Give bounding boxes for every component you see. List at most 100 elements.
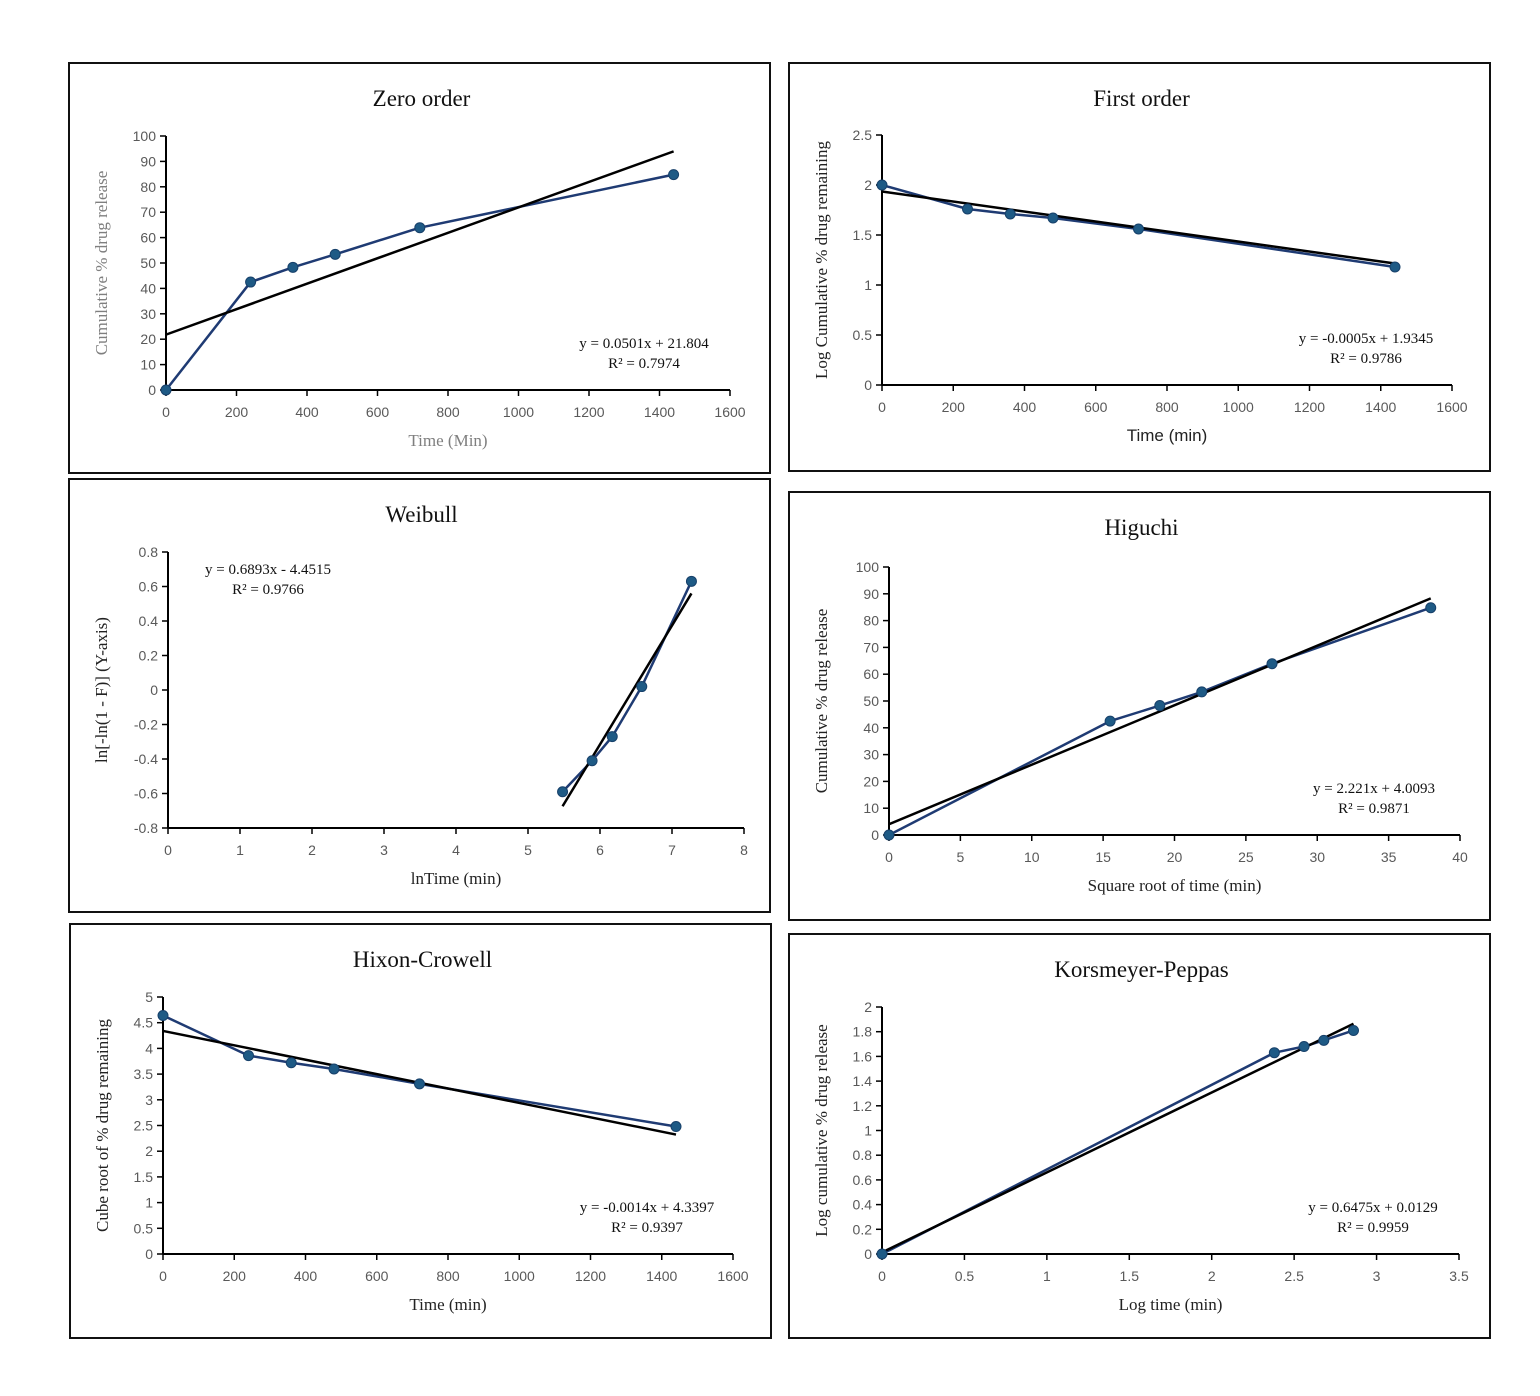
y-tick-label: 3: [145, 1092, 153, 1108]
x-tick-label: 200: [225, 404, 249, 420]
x-tick-label: 1200: [573, 404, 604, 420]
x-tick-label: 25: [1238, 849, 1254, 865]
chart-first-order: First order 0 0.5 1 1.5 2 2.5 0 200 400 600 800 1000…: [812, 86, 1468, 445]
y-tick-label: 0: [145, 1246, 153, 1262]
y-tick-label: 0.4: [139, 613, 159, 629]
data-point: [243, 1050, 254, 1062]
x-tick-label: 1400: [646, 1268, 677, 1284]
data-point: [670, 1121, 682, 1133]
data-point: [876, 179, 888, 191]
y-tick-label: 0.2: [139, 648, 159, 664]
data-point: [1425, 602, 1437, 614]
y-tick-label: 0.6: [853, 1172, 873, 1188]
y-tick-label: 10: [863, 800, 879, 816]
x-tick-label: 600: [1084, 399, 1108, 415]
y-tick-label: 50: [140, 255, 156, 271]
y-tick-label: 1: [145, 1195, 153, 1211]
series-line: [561, 580, 693, 793]
y-tick-label: 3.5: [134, 1066, 154, 1082]
data-point: [557, 786, 569, 798]
y-tick-label: 2.5: [134, 1118, 154, 1134]
data-point: [883, 829, 895, 841]
y-tick-label: 0.8: [139, 544, 159, 560]
y-tick-label: 0.5: [853, 327, 873, 343]
series-line: [881, 183, 1396, 269]
x-tick-label: 1400: [644, 404, 675, 420]
x-tick-label: 0: [162, 404, 170, 420]
y-tick-label: 0: [148, 382, 156, 398]
data-point: [1004, 208, 1016, 220]
y-tick-label: 20: [863, 773, 879, 789]
x-tick-label: 1: [1043, 1268, 1051, 1284]
x-tick-label: 400: [294, 1268, 318, 1284]
chart-hixon-crowell: Hixon-Crowell 0 0.5 1 1.5 2 2.5 3 3.5 4 4.5 5 0 200 40…: [93, 947, 749, 1314]
data-point: [962, 203, 973, 215]
data-point: [1154, 700, 1166, 712]
data-point: [287, 261, 299, 273]
y-tick-label: 0.8: [853, 1147, 873, 1163]
x-tick-label: 600: [366, 404, 390, 420]
data-point: [414, 1078, 425, 1090]
y-tick-label: 0: [864, 377, 872, 393]
chart-title: Higuchi: [1104, 515, 1178, 540]
panel-weibull: Weibull -0.8 -0.6 -0.4 -0.2 0 0.2 0.4 0.6 0.8 0 1 2 3…: [68, 478, 771, 913]
chart-title: Weibull: [385, 502, 457, 527]
trendline-equation: y = 0.6475x + 0.0129: [1308, 1200, 1437, 1216]
y-tick-label: 50: [863, 693, 879, 709]
x-tick-label: 3: [380, 842, 388, 858]
y-tick-label: 100: [856, 559, 880, 575]
x-tick-label: 400: [295, 404, 319, 420]
y-tick-label: 1.5: [853, 227, 873, 243]
y-tick-label: 2.5: [853, 127, 873, 143]
x-tick-label: 5: [524, 842, 532, 858]
y-tick-label: 1.5: [134, 1169, 154, 1185]
x-tick-label: 800: [436, 1268, 460, 1284]
chart-korsmeyer-peppas: Korsmeyer-Peppas 0 0.2 0.4 0.6 0.8 1 1.2 1.4 1.6 1…: [812, 957, 1469, 1314]
y-tick-label: 0: [871, 827, 879, 843]
y-tick-label: 2: [145, 1143, 153, 1159]
y-tick-label: 30: [863, 747, 879, 763]
trendline-equation: y = 0.0501x + 21.804: [579, 336, 709, 352]
data-point: [1196, 686, 1208, 698]
data-point: [1298, 1041, 1310, 1053]
x-tick-label: 0: [159, 1268, 167, 1284]
data-point: [157, 1010, 169, 1022]
x-tick-label: 600: [365, 1268, 389, 1284]
trendline: [881, 1022, 1355, 1254]
y-tick-label: 90: [863, 586, 879, 602]
x-tick-label: 800: [1155, 399, 1179, 415]
data-point: [328, 1063, 340, 1075]
x-tick-label: 5: [956, 849, 964, 865]
data-point: [1268, 1047, 1280, 1059]
data-point: [245, 276, 257, 288]
x-tick-label: 1600: [717, 1268, 748, 1284]
y-axis-label: Cube root of % drug remaining: [93, 1019, 112, 1232]
r-squared-label: R² = 0.9959: [1337, 1220, 1409, 1236]
series-line: [165, 173, 674, 391]
x-tick-label: 1: [236, 842, 244, 858]
x-tick-label: 1000: [504, 1268, 535, 1284]
trendline-equation: y = -0.0005x + 1.9345: [1299, 331, 1433, 347]
x-tick-label: 8: [740, 842, 748, 858]
data-point: [1389, 261, 1401, 273]
y-tick-label: -0.6: [134, 786, 158, 802]
x-tick-label: 6: [596, 842, 604, 858]
x-tick-label: 1200: [575, 1268, 606, 1284]
x-tick-label: 20: [1167, 849, 1183, 865]
trendline: [888, 597, 1432, 826]
x-tick-label: 2.5: [1284, 1268, 1304, 1284]
chart-higuchi: Higuchi 0 10 20 30 40 50 60 70 80 90 100 0 5 10 15 20 25 3…: [812, 515, 1468, 895]
chart-title: Korsmeyer-Peppas: [1054, 957, 1229, 982]
y-tick-label: 4.5: [134, 1015, 154, 1031]
y-tick-label: 1: [864, 277, 872, 293]
y-axis-label: ln[-ln(1 - F)] (Y-axis): [92, 617, 111, 763]
y-tick-label: -0.4: [134, 751, 158, 767]
x-tick-label: 200: [942, 399, 966, 415]
x-tick-label: 7: [668, 842, 676, 858]
x-tick-label: 1400: [1365, 399, 1396, 415]
x-axis-label: Log time (min): [1119, 1295, 1223, 1314]
data-point: [636, 681, 648, 693]
chart-title: First order: [1093, 86, 1190, 111]
x-tick-label: 0: [885, 849, 893, 865]
y-tick-label: 1.4: [853, 1073, 873, 1089]
